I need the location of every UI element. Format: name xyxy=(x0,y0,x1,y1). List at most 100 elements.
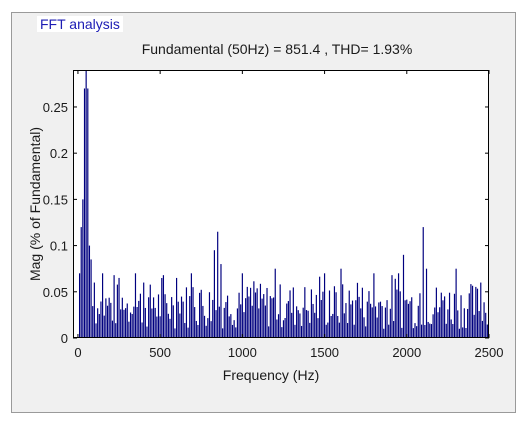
spectrum-bar xyxy=(406,299,408,338)
spectrum-bar xyxy=(190,273,192,338)
spectrum-bar xyxy=(422,227,424,338)
spectrum-bar xyxy=(356,282,359,338)
spectrum-bar xyxy=(457,310,459,338)
spectrum-bar xyxy=(478,311,480,338)
spectrum-bar xyxy=(129,312,132,338)
spectrum-bar xyxy=(366,301,368,338)
spectrum-bar xyxy=(371,307,373,338)
spectrum-bar xyxy=(269,296,271,338)
spectrum-bar xyxy=(342,284,344,338)
spectrum-bar xyxy=(222,328,224,338)
spectrum-bar xyxy=(217,231,219,338)
spectrum-bar xyxy=(453,293,456,338)
spectrum-bar xyxy=(343,313,345,338)
spectrum-bar xyxy=(320,300,322,338)
spectrum-bar xyxy=(368,291,370,338)
spectrum-bar xyxy=(327,322,329,338)
spectrum-bar xyxy=(245,298,247,338)
spectrum-bar xyxy=(284,318,286,338)
spectrum-bar xyxy=(291,312,293,338)
spectrum-bar xyxy=(102,273,104,338)
spectrum-bar xyxy=(279,284,281,338)
spectrum-bar xyxy=(370,303,372,338)
spectrum-bar xyxy=(294,324,296,338)
spectrum-bar xyxy=(161,278,163,338)
spectrum-bar xyxy=(351,300,354,338)
spectrum-bar xyxy=(192,287,194,338)
spectrum-bar xyxy=(235,327,237,338)
spectrum-bar xyxy=(424,324,426,338)
spectrum-bar xyxy=(471,285,474,338)
spectrum-bar xyxy=(462,327,464,338)
spectrum-bar xyxy=(475,286,477,338)
spectrum-bar xyxy=(483,302,485,338)
spectrum-bar xyxy=(389,308,391,338)
spectrum-bar xyxy=(315,294,317,338)
spectrum-bar xyxy=(328,290,331,338)
spectrum-bar xyxy=(378,302,380,338)
y-tick-label: 0.2 xyxy=(50,146,68,161)
spectrum-bar xyxy=(131,313,133,338)
spectrum-bar xyxy=(113,275,115,338)
spectrum-bar xyxy=(420,324,423,338)
spectrum-bar xyxy=(347,323,349,338)
spectrum-bar xyxy=(176,277,178,338)
spectrum-bar xyxy=(300,325,303,338)
spectrum-bar xyxy=(444,296,446,338)
plot-frame xyxy=(73,70,489,338)
spectrum-bar xyxy=(332,313,334,338)
spectrum-bar xyxy=(330,316,332,338)
spectrum-bar xyxy=(187,327,189,338)
spectrum-bar xyxy=(146,326,148,338)
spectrum-bar xyxy=(360,308,362,338)
x-tick-label: 1500 xyxy=(310,345,339,360)
spectrum-bar xyxy=(437,312,439,338)
spectrum-bar xyxy=(95,323,97,338)
spectrum-bar xyxy=(213,250,215,338)
spectrum-bar xyxy=(302,307,304,338)
spectrum-bar xyxy=(185,287,188,338)
spectrum-bar xyxy=(396,289,398,338)
spectrum-bar xyxy=(203,315,206,338)
spectrum-bar xyxy=(162,275,165,338)
chart-title: Fundamental (50Hz) = 851.4 , THD= 1.93% xyxy=(142,41,413,57)
spectrum-bar xyxy=(393,321,395,338)
spectrum-bar xyxy=(458,328,460,338)
x-axis-label: Frequency (Hz) xyxy=(223,367,319,383)
spectrum-bar xyxy=(297,310,299,338)
spectrum-bar xyxy=(409,301,411,338)
spectrum-bar xyxy=(353,324,355,338)
spectrum-bar xyxy=(97,308,99,338)
x-tick-label: 500 xyxy=(149,345,171,360)
spectrum-bar xyxy=(133,306,135,338)
spectrum-bar xyxy=(463,308,465,338)
spectrum-bar xyxy=(256,288,258,338)
spectrum-bar xyxy=(249,287,252,338)
spectrum-bar xyxy=(322,291,324,338)
spectrum-bar xyxy=(310,289,313,338)
spectrum-bar xyxy=(220,264,222,338)
axis-ticks: 0 500 1000 1500 2000 2500 0 0.05 0.1 0.15 0.2 0.25 xyxy=(43,70,504,360)
spectrum-bar xyxy=(361,287,363,338)
spectrum-bar xyxy=(100,301,102,338)
spectrum-bar xyxy=(258,308,260,338)
spectrum-bar xyxy=(261,298,263,338)
spectrum-bar xyxy=(228,316,230,338)
spectrum-bar xyxy=(314,312,316,338)
spectrum-bar xyxy=(399,291,401,338)
spectrum-bar xyxy=(374,306,377,338)
spectrum-bar xyxy=(108,297,110,338)
spectrum-bars xyxy=(78,70,488,338)
panel-title: FFT analysis xyxy=(37,16,123,32)
spectrum-bar xyxy=(417,305,419,338)
spectrum-bar xyxy=(281,327,283,338)
spectrum-bar xyxy=(365,326,367,338)
spectrum-bar xyxy=(335,292,337,338)
spectrum-bar xyxy=(440,292,442,338)
spectrum-bar xyxy=(429,323,431,338)
y-tick-label: 0.25 xyxy=(43,100,68,115)
x-tick-label: 2500 xyxy=(475,345,504,360)
spectrum-bar xyxy=(166,303,168,338)
spectrum-bar xyxy=(180,296,183,338)
spectrum-bar xyxy=(212,299,214,338)
